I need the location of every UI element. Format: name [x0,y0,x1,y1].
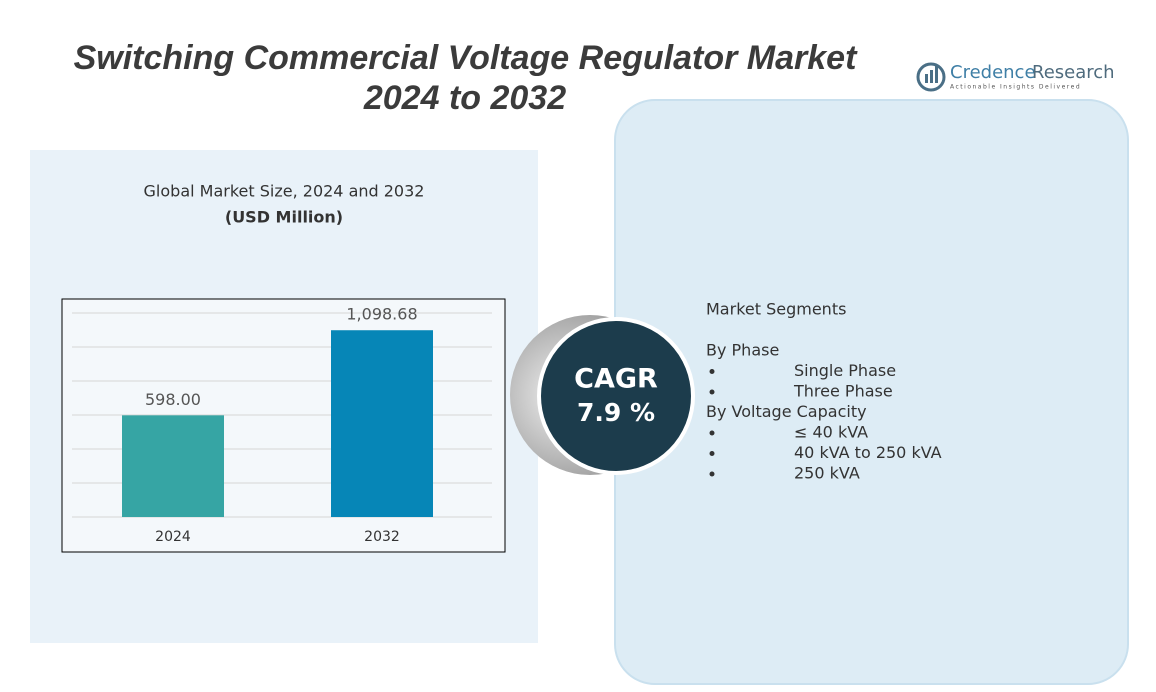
bar [331,330,433,517]
bullet [709,430,715,436]
chart-subtitle: (USD Million) [225,208,343,227]
bullet [709,451,715,456]
bar [122,415,224,517]
chart-title: Global Market Size, 2024 and 2032 [144,182,425,201]
logo: Credence Research Actionable Insights De… [916,62,1115,92]
x-tick-label: 2032 [364,529,400,545]
segment-item: Single Phase [794,361,896,380]
logo-name: Research [1032,62,1115,83]
cagr-badge [537,317,695,475]
title: Switching Commercial Voltage Regulator M… [74,39,858,77]
segments-heading: Market Segments [706,300,846,319]
segment-item: Three Phase [793,382,893,401]
logo-name: Credence [950,62,1036,83]
value-label: 1,098.68 [346,305,417,324]
logo-icon [925,74,928,83]
segment-group: By Phase [706,341,779,360]
bullet [709,369,715,374]
logo-icon [916,62,946,92]
bullet [709,471,715,477]
logo-icon [930,70,933,83]
title: 2024 to 2032 [363,79,566,117]
cagr-label: CAGR [574,364,658,395]
segment-item: ≤ 40 kVA [794,423,868,442]
cagr-value: 7.9 % [577,398,655,427]
value-label: 598.00 [145,390,201,409]
bullet [709,389,715,395]
segment-item: 250 kVA [794,464,860,483]
segment-item: 40 kVA to 250 kVA [794,443,942,462]
x-tick-label: 2024 [155,529,191,545]
logo-tagline: Actionable Insights Delivered [950,84,1081,91]
logo-icon [935,66,938,83]
segment-group: By Voltage Capacity [706,402,867,421]
